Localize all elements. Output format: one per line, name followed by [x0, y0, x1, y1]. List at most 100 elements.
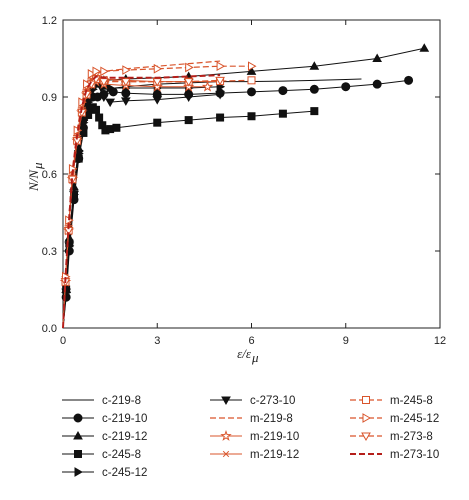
y-tick-label: 0.0: [42, 323, 57, 335]
data-point: [91, 105, 100, 114]
legend-label: m-245-8: [390, 395, 433, 407]
data-point: [248, 61, 257, 72]
legend-label: c-273-10: [250, 395, 295, 407]
x-axis-label: ε/ε: [237, 346, 252, 361]
data-point: [215, 76, 225, 86]
legend-item: c-245-12: [62, 467, 147, 479]
legend-label: m-219-10: [250, 431, 299, 443]
legend-label: c-245-12: [102, 467, 147, 479]
data-point: [73, 149, 84, 159]
series-c-219-10: [61, 75, 414, 329]
legend-marker: [74, 467, 84, 477]
legend-item: c-273-10: [210, 395, 295, 407]
x-axis-label-subscript: μ: [251, 350, 259, 365]
series-line: [62, 106, 315, 329]
data-point: [120, 97, 131, 106]
data-point: [153, 118, 162, 127]
data-point: [184, 116, 193, 125]
legend-marker: [362, 396, 370, 404]
legend-item: m-245-8: [350, 395, 433, 407]
data-point: [83, 98, 93, 108]
legend-item: c-219-10: [62, 413, 147, 425]
legend-marker: [73, 430, 83, 440]
series-line: [62, 74, 221, 329]
data-point: [83, 79, 92, 90]
legend-item: m-273-10: [350, 449, 439, 461]
data-point: [247, 87, 256, 97]
data-point: [372, 53, 383, 62]
data-point: [309, 84, 319, 94]
series-c-219-12: [61, 43, 430, 329]
y-tick-label: 0.3: [42, 246, 57, 258]
data-point: [216, 113, 225, 122]
data-point: [278, 86, 288, 96]
data-point: [92, 66, 101, 77]
x-tick-label: 6: [248, 335, 254, 347]
series-c-245-8: [62, 103, 319, 329]
legend-item: m-219-8: [210, 413, 293, 425]
data-point: [185, 62, 194, 73]
legend-item: c-219-12: [62, 430, 147, 443]
series-line: [62, 78, 221, 329]
axis-ticks: 0 3 6 9 12 0.0 0.3 0.6 0.9 1.2: [42, 15, 446, 347]
data-point: [310, 107, 319, 116]
data-point: [201, 80, 214, 92]
data-point: [404, 75, 414, 85]
x-tick-label: 9: [343, 335, 349, 347]
data-point: [419, 43, 430, 52]
data-point: [247, 76, 256, 85]
data-point: [372, 79, 382, 89]
x-tick-label: 0: [60, 335, 66, 347]
series-line: [62, 78, 362, 329]
y-axis-label-subscript: μ: [30, 162, 45, 170]
series-layer: [59, 43, 430, 329]
legend-item: c-219-8: [62, 395, 141, 407]
legend-marker: [74, 450, 82, 458]
legend-label: m-219-8: [250, 413, 293, 425]
data-point: [122, 65, 131, 75]
legend-item: m-245-12: [350, 413, 439, 425]
legend-marker: [221, 396, 231, 406]
legend-item: m-219-10: [210, 429, 299, 443]
legend-marker: [220, 429, 232, 441]
series-m-273-10: [62, 74, 221, 329]
y-axis-label: N/N: [26, 169, 41, 192]
data-point: [112, 123, 121, 132]
y-tick-label: 1.2: [42, 15, 57, 27]
legend-marker: [222, 450, 230, 458]
data-point: [106, 83, 116, 93]
data-point: [278, 109, 287, 118]
y-tick-label: 0.6: [42, 169, 57, 181]
legend-item: m-273-8: [350, 431, 433, 443]
legend: c-219-8 c-219-10 c-219-12 c-245-8 c-245-12 c-…: [62, 395, 439, 479]
x-tick-label: 3: [154, 335, 160, 347]
data-point: [105, 98, 115, 108]
data-point: [152, 96, 163, 105]
data-point: [246, 66, 257, 75]
legend-label: m-219-12: [250, 449, 299, 461]
legend-label: m-273-8: [390, 431, 433, 443]
legend-item: c-245-8: [62, 449, 141, 461]
data-point: [309, 61, 320, 70]
data-point: [247, 112, 256, 121]
data-point: [216, 61, 226, 72]
legend-label: c-219-12: [102, 431, 147, 443]
data-point: [98, 93, 109, 103]
series-line: [62, 79, 409, 329]
legend-label: m-273-10: [390, 449, 439, 461]
series-c-219-8: [62, 78, 362, 329]
data-point: [153, 63, 163, 74]
legend-item: m-219-12: [210, 449, 299, 461]
data-point: [95, 113, 104, 122]
data-point: [183, 78, 194, 87]
data-point: [215, 90, 225, 100]
data-point: [183, 93, 194, 103]
legend-label: c-219-8: [102, 395, 141, 407]
legend-marker: [362, 413, 372, 423]
data-point: [78, 119, 89, 128]
data-point: [100, 66, 109, 77]
data-point: [120, 78, 131, 87]
y-tick-label: 0.9: [42, 92, 57, 104]
legend-label: c-219-10: [102, 413, 147, 425]
